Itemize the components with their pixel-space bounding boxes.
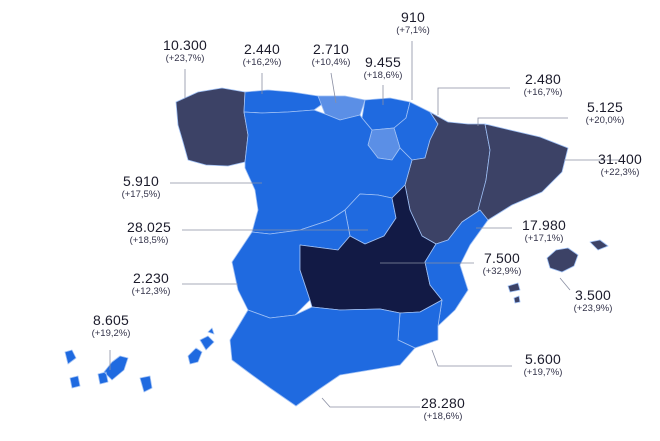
change-comunidad-valenciana: (+17,1%)	[524, 233, 564, 245]
region-comunidad-valenciana[interactable]	[424, 209, 489, 327]
change-pais-vasco: (+18,6%)	[363, 70, 403, 82]
label-comunidad-valenciana: 17.980 (+17,1%)	[508, 217, 580, 245]
change-extremadura: (+12,3%)	[131, 286, 171, 298]
label-pais-vasco: 9.455 (+18,6%)	[350, 54, 416, 82]
label-madrid: 28.025 (+18,5%)	[112, 219, 186, 247]
value-baleares: 3.500	[574, 287, 612, 303]
region-baleares[interactable]	[507, 239, 609, 304]
change-canarias: (+19,2%)	[91, 328, 131, 340]
change-galicia: (+23,7%)	[165, 53, 205, 65]
value-madrid: 28.025	[126, 219, 172, 235]
value-cantabria: 2.710	[312, 41, 350, 57]
label-navarra: 2.480 (+16,7%)	[508, 71, 578, 99]
value-pais-vasco: 9.455	[364, 54, 402, 70]
leader-murcia	[431, 349, 512, 367]
region-asturias[interactable]	[243, 89, 329, 114]
region-cataluna[interactable]	[477, 123, 569, 221]
region-andalucia[interactable]	[229, 306, 416, 407]
change-castilla-y-leon: (+17,5%)	[121, 189, 161, 201]
label-cataluna: 31.400 (+22,3%)	[582, 151, 658, 179]
leader-baleares	[559, 277, 571, 291]
label-asturias: 2.440 (+16,2%)	[228, 41, 296, 69]
label-galicia: 10.300 (+23,7%)	[150, 37, 220, 65]
label-canarias: 8.605 (+19,2%)	[76, 312, 146, 340]
label-baleares: 3.500 (+23,9%)	[558, 287, 628, 315]
change-navarra: (+16,7%)	[523, 87, 563, 99]
leader-aragon	[477, 117, 568, 126]
change-baleares: (+23,9%)	[573, 303, 613, 315]
value-navarra: 2.480	[524, 71, 562, 87]
region-canarias[interactable]	[64, 327, 215, 393]
value-cataluna: 31.400	[597, 151, 643, 167]
change-madrid: (+18,5%)	[129, 235, 169, 247]
label-cantabria: 2.710 (+10,4%)	[297, 41, 365, 69]
label-castilla-y-leon: 5.910 (+17,5%)	[104, 173, 178, 201]
label-murcia: 5.600 (+19,7%)	[508, 351, 578, 379]
value-aragon: 5.125	[586, 99, 624, 115]
leader-cantabria	[330, 72, 337, 104]
change-la-rioja: (+7,1%)	[396, 25, 430, 37]
value-canarias: 8.605	[92, 312, 130, 328]
label-extremadura: 2.230 (+12,3%)	[116, 270, 186, 298]
change-asturias: (+16,2%)	[242, 57, 282, 69]
region-galicia[interactable]	[175, 87, 249, 167]
value-murcia: 5.600	[524, 351, 562, 367]
change-andalucia: (+18,6%)	[423, 411, 463, 423]
value-la-rioja: 910	[401, 9, 425, 25]
change-murcia: (+19,7%)	[523, 367, 563, 379]
leader-navarra	[437, 87, 510, 115]
value-extremadura: 2.230	[132, 270, 170, 286]
value-andalucia: 28.280	[420, 395, 466, 411]
leader-lines	[109, 41, 620, 408]
label-aragon: 5.125 (+20,0%)	[570, 99, 640, 127]
leader-andalucia	[321, 397, 420, 408]
change-aragon: (+20,0%)	[585, 115, 625, 127]
label-andalucia: 28.280 (+18,6%)	[404, 395, 482, 423]
change-castilla-la-mancha: (+32,9%)	[482, 266, 522, 278]
value-castilla-la-mancha: 7.500	[483, 250, 521, 266]
change-cantabria: (+10,4%)	[311, 57, 351, 69]
change-cataluna: (+22,3%)	[600, 167, 640, 179]
value-comunidad-valenciana: 17.980	[521, 217, 567, 233]
label-la-rioja: 910 (+7,1%)	[388, 9, 438, 37]
value-castilla-y-leon: 5.910	[122, 173, 160, 189]
value-galicia: 10.300	[162, 37, 208, 53]
label-castilla-la-mancha: 7.500 (+32,9%)	[470, 250, 534, 278]
value-asturias: 2.440	[243, 41, 281, 57]
